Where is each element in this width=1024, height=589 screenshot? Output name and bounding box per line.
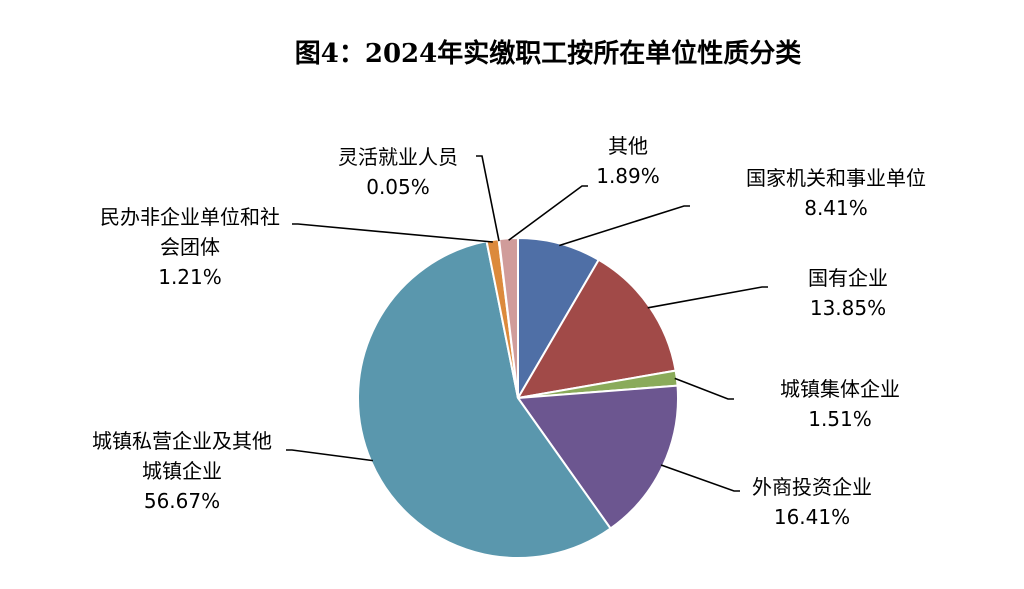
slice-category-label: 外商投资企业: [752, 475, 872, 499]
leader-line: [660, 464, 740, 492]
pie-slice: [357, 239, 612, 559]
slice-category-label: 民办非企业单位和社: [100, 205, 280, 229]
leader-lines: [286, 155, 768, 492]
chart-title: 图4：2024年实缴职工按所在单位性质分类: [295, 38, 801, 69]
slice-value-label: 8.41%: [804, 196, 868, 220]
leader-line: [292, 223, 493, 243]
slice-category-label: 灵活就业人员: [338, 145, 458, 169]
slice-category-label: 城镇私营企业及其他: [92, 429, 272, 453]
slice-value-label: 0.05%: [366, 175, 430, 199]
slice-value-label: 1.21%: [158, 265, 222, 289]
slice-value-label: 1.51%: [808, 407, 872, 431]
slice-category-label: 国家机关和事业单位: [746, 166, 926, 190]
leader-line: [559, 205, 690, 247]
slice-labels: 国家机关和事业单位 8.41% 国有企业 13.85% 城镇集体企业 1.51% 外商投资企…: [92, 134, 926, 529]
slice-category-label: 会团体: [160, 235, 220, 259]
slice-value-label: 56.67%: [144, 489, 220, 513]
leader-line: [476, 155, 500, 242]
leader-line: [674, 377, 734, 400]
slice-value-label: 16.41%: [774, 505, 850, 529]
slice-category-label: 国有企业: [808, 266, 888, 290]
slice-category-label: 城镇集体企业: [780, 377, 900, 401]
leader-line: [647, 286, 768, 309]
slice-value-label: 1.89%: [596, 164, 660, 188]
slice-category-label: 其他: [608, 134, 648, 158]
pie-slice: [516, 258, 677, 400]
leader-line: [508, 185, 588, 241]
slice-value-label: 13.85%: [810, 296, 886, 320]
pie-slices: [357, 236, 679, 559]
pie-slice: [517, 236, 601, 402]
slice-category-label: 城镇企业: [142, 459, 222, 483]
leader-line: [286, 449, 374, 462]
